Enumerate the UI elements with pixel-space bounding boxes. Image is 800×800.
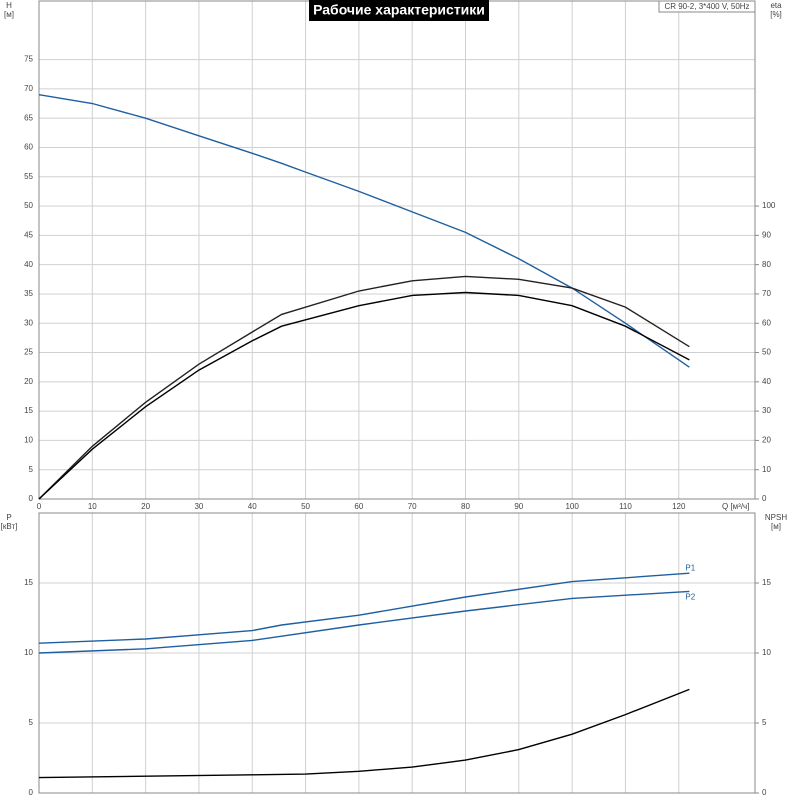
- x-tick-label: 0: [37, 502, 42, 511]
- y-tick-label: 20: [24, 377, 33, 386]
- y2-tick-label: 10: [762, 465, 771, 474]
- y-axis-unit: [м]: [4, 10, 14, 19]
- x-tick-label: 100: [565, 502, 579, 511]
- y2-tick-label: 10: [762, 648, 771, 657]
- x-tick-label: 90: [514, 502, 523, 511]
- y-tick-label: 75: [24, 55, 33, 64]
- plot-frame: [38, 0, 756, 500]
- y2-tick-label: 15: [762, 578, 771, 587]
- curve: [38, 590, 690, 654]
- y-tick-label: 10: [24, 436, 33, 445]
- y2-tick-label: 20: [762, 436, 771, 445]
- y-tick-label: 0: [29, 494, 34, 503]
- y2-tick-label: 60: [762, 318, 771, 327]
- y-tick-label: 55: [24, 172, 33, 181]
- y2-tick-label: 0: [762, 788, 767, 797]
- y2-axis-unit: [%]: [770, 10, 782, 19]
- y2-tick-label: 80: [762, 260, 771, 269]
- curve: [38, 291, 690, 500]
- x-tick-label: 20: [141, 502, 150, 511]
- y-tick-label: 30: [24, 318, 33, 327]
- y2-tick-label: 50: [762, 348, 771, 357]
- x-tick-label: 30: [194, 502, 203, 511]
- x-tick-label: 40: [248, 502, 257, 511]
- x-tick-label: 70: [408, 502, 417, 511]
- x-tick-label: 80: [461, 502, 470, 511]
- curve: [38, 572, 690, 644]
- y-axis-unit: [кВт]: [1, 522, 18, 531]
- y-tick-label: 5: [29, 465, 34, 474]
- model-label: CR 90-2, 3*400 V, 50Hz: [664, 2, 749, 11]
- y-tick-label: 15: [24, 406, 33, 415]
- x-tick-label: 110: [619, 502, 632, 511]
- model-box: [658, 0, 756, 13]
- y2-tick-label: 90: [762, 230, 771, 239]
- y2-tick-label: 0: [762, 494, 767, 503]
- y2-axis-unit: [м]: [771, 522, 781, 531]
- y2-tick-label: 70: [762, 289, 771, 298]
- y-tick-label: 65: [24, 113, 33, 122]
- x-axis-label: Q [м³/ч]: [722, 502, 749, 511]
- y-tick-label: 35: [24, 289, 33, 298]
- y-tick-label: 10: [24, 648, 33, 657]
- x-tick-label: 60: [354, 502, 363, 511]
- series-label: P2: [685, 593, 695, 602]
- title-box: [309, 0, 489, 21]
- y2-axis-label: eta: [770, 1, 782, 10]
- x-tick-label: 50: [301, 502, 310, 511]
- y-tick-label: 50: [24, 201, 33, 210]
- y-tick-label: 15: [24, 578, 33, 587]
- curve: [38, 94, 690, 368]
- y2-tick-label: 30: [762, 406, 771, 415]
- y-tick-label: 25: [24, 348, 33, 357]
- x-tick-label: 10: [88, 502, 97, 511]
- y-tick-label: 5: [29, 718, 34, 727]
- x-tick-label: 120: [672, 502, 686, 511]
- y-axis-label: P: [6, 513, 11, 522]
- curve: [38, 275, 690, 500]
- y-tick-label: 45: [24, 230, 33, 239]
- y2-axis-label: NPSH: [765, 513, 787, 522]
- y2-tick-label: 100: [762, 201, 776, 210]
- series-label: P1: [685, 563, 695, 572]
- y-tick-label: 70: [24, 84, 33, 93]
- y-tick-label: 40: [24, 260, 33, 269]
- chart-title: Рабочие характеристики: [313, 2, 485, 18]
- curve: [38, 688, 690, 779]
- y-tick-label: 0: [29, 788, 34, 797]
- y-axis-label: H: [6, 1, 12, 10]
- y-tick-label: 60: [24, 143, 33, 152]
- y2-tick-label: 40: [762, 377, 771, 386]
- y2-tick-label: 5: [762, 718, 767, 727]
